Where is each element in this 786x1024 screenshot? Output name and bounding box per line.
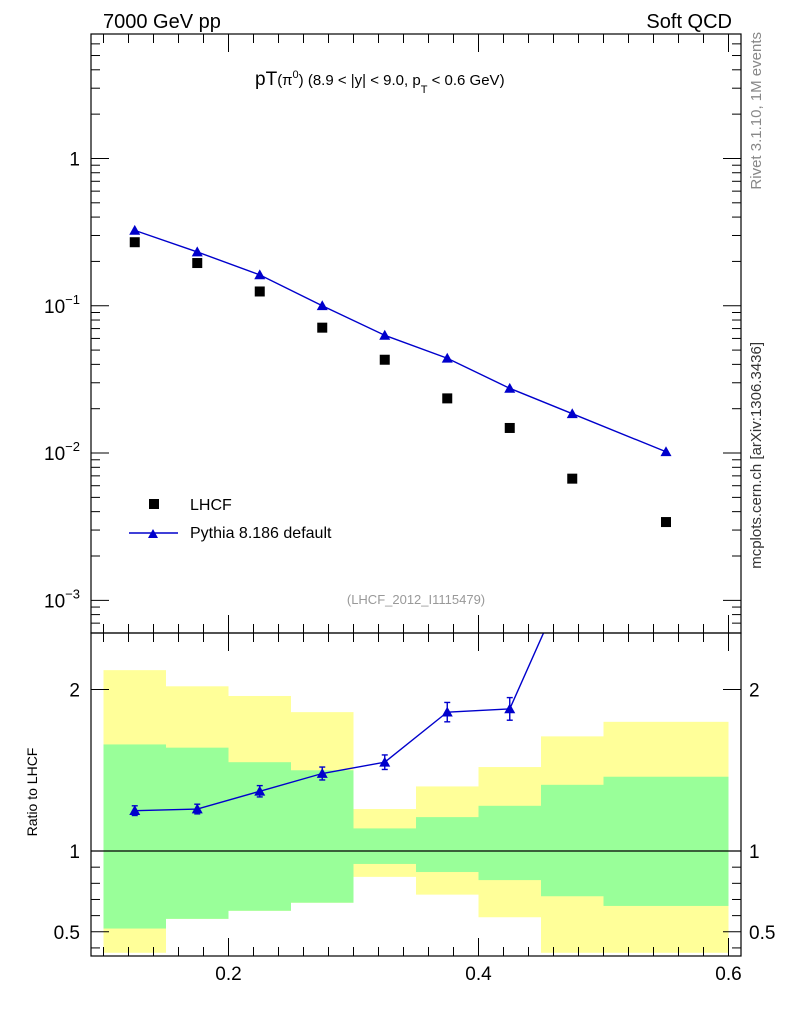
- ratio-y-tick-label-right: 0.5: [749, 923, 775, 944]
- analysis-id-label: (LHCF_2012_I1115479): [347, 592, 485, 607]
- legend-pythia-marker: [148, 529, 158, 538]
- tick-label-exponent: −3: [65, 586, 80, 601]
- legend-lhcf-label: LHCF: [190, 497, 232, 514]
- ratio-y-tick-label-right: 2: [749, 681, 760, 702]
- rivet-version-label: Rivet 3.1.10, 1M events: [748, 32, 765, 190]
- main-plot-frame: [90, 33, 742, 634]
- lhcf-point: [661, 517, 671, 528]
- main-y-tick-label: 10−2: [44, 439, 80, 465]
- ratio-point: [316, 768, 328, 778]
- inner-uncertainty-band: [103, 744, 166, 929]
- pythia-point: [379, 329, 391, 340]
- pythia-point: [660, 446, 672, 457]
- title-pt: pT: [255, 69, 278, 90]
- x-tick-labels: 0.2 0.4 0.6: [215, 964, 741, 985]
- header-process-label: Soft QCD: [646, 11, 732, 33]
- x-tick-label: 0.2: [215, 964, 241, 985]
- title-pi: (π: [277, 72, 292, 89]
- title-superscript: 0: [293, 69, 299, 81]
- inner-uncertainty-band: [353, 828, 416, 864]
- main-y-tick-label: 10−3: [44, 586, 80, 612]
- title-subscript: T: [421, 84, 428, 96]
- plot-title: pT(π0) (8.9 < |y| < 9.0, pT < 0.6 GeV): [255, 69, 505, 96]
- tick-label-exponent: −2: [65, 439, 80, 454]
- lhcf-data-markers: [129, 237, 671, 528]
- main-y-tick-labels: 10−310−210−11: [44, 149, 80, 612]
- ratio-point: [254, 785, 266, 796]
- ratio-uncertainty-bands: [103, 670, 729, 953]
- inner-uncertainty-band: [166, 747, 229, 919]
- lhcf-point: [317, 322, 328, 333]
- inner-uncertainty-band: [416, 817, 479, 873]
- tick-label-base: 10: [44, 591, 65, 612]
- tick-label-base: 10: [44, 444, 65, 465]
- lhcf-point: [567, 473, 578, 484]
- mcplots-label: mcplots.cern.ch [arXiv:1306.3436]: [748, 342, 765, 569]
- tick-label-base: 10: [44, 297, 65, 318]
- ratio-point: [504, 703, 516, 714]
- pythia-point: [254, 269, 266, 280]
- ratio-point: [441, 706, 453, 717]
- title-range: ) (8.9 < |y| < 9.0, p: [299, 72, 421, 89]
- main-y-tick-label: 1: [69, 149, 80, 170]
- ratio-y-tick-label-right: 1: [749, 842, 760, 863]
- pythia-markers: [129, 224, 672, 457]
- ratio-curve: [134, 632, 545, 812]
- legend: LHCF Pythia 8.186 default: [129, 497, 332, 542]
- ratio-y-tick-labels: 0.5 0.5 1 1 2 2: [54, 681, 776, 944]
- x-tick-label: 0.6: [715, 964, 741, 985]
- pythia-point: [441, 352, 453, 363]
- ratio-y-tick-label-left: 1: [69, 842, 80, 863]
- ratio-y-tick-label-left: 2: [69, 681, 80, 702]
- inner-uncertainty-band: [541, 784, 604, 897]
- ratio-point: [191, 803, 203, 814]
- inner-uncertainty-band: [291, 770, 354, 903]
- ratio-point: [129, 805, 141, 816]
- ratio-y-axis-label: Ratio to LHCF: [24, 748, 40, 837]
- pythia-point: [566, 408, 578, 419]
- pythia-curve: [134, 229, 667, 453]
- inner-uncertainty-band: [603, 776, 729, 906]
- ratio-plot-frame: [90, 632, 742, 957]
- tick-label-base: 1: [69, 149, 80, 170]
- lhcf-point: [379, 354, 390, 365]
- lhcf-point: [504, 422, 515, 433]
- pythia-point: [191, 246, 203, 257]
- ratio-plot-panel: 0.5 0.5 1 1 2 2 0.2 0.4 0.6: [54, 632, 776, 985]
- ratio-y-tick-label-left: 0.5: [54, 923, 80, 944]
- ratio-axis-ticks: [91, 633, 741, 956]
- main-plot-panel: 10−310−210−11: [44, 33, 742, 634]
- lhcf-point: [442, 393, 453, 404]
- legend-pythia-label: Pythia 8.186 default: [190, 525, 332, 542]
- main-y-tick-label: 10−1: [44, 292, 80, 318]
- inner-uncertainty-band: [478, 805, 541, 881]
- lhcf-point: [254, 286, 265, 297]
- lhcf-point: [129, 237, 140, 248]
- header-energy-label: 7000 GeV pp: [103, 11, 221, 33]
- ratio-markers: [129, 696, 516, 817]
- pythia-point: [504, 382, 516, 393]
- legend-lhcf-marker: [149, 499, 159, 509]
- ratio-point: [379, 756, 391, 767]
- main-axis-ticks: [91, 33, 741, 634]
- title-cut: < 0.6 GeV): [427, 72, 504, 89]
- tick-label-exponent: −1: [65, 292, 80, 307]
- x-tick-label: 0.4: [465, 964, 492, 985]
- lhcf-point: [192, 258, 203, 269]
- pythia-point: [316, 300, 328, 311]
- pythia-point: [129, 224, 141, 235]
